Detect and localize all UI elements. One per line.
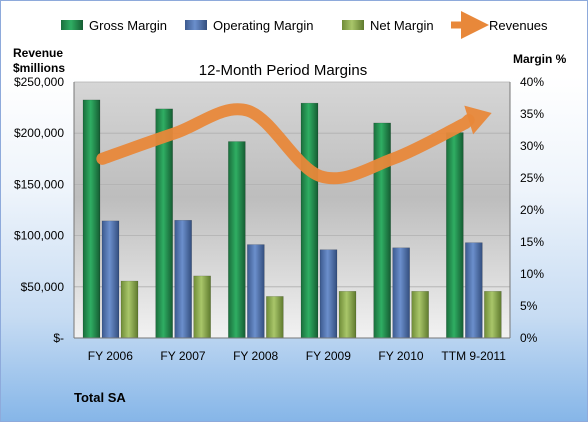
net-margin-bar	[484, 291, 502, 339]
net-margin-bar	[266, 296, 284, 339]
x-tick-label: FY 2008	[233, 349, 278, 363]
operating-margin-bar	[174, 219, 192, 339]
y-left-tick-label: $150,000	[14, 177, 64, 191]
gross-margin-bar	[300, 102, 319, 339]
net-margin-bar	[120, 280, 139, 339]
net-margin-bar	[193, 275, 211, 339]
operating-margin-bar	[319, 249, 338, 339]
y-left-tick-label: $50,000	[21, 280, 65, 294]
x-tick-label: FY 2007	[160, 349, 205, 363]
y-left-tick-label: $250,000	[14, 75, 64, 89]
chart-title: 12-Month Period Margins	[199, 62, 367, 79]
x-tick-label: TTM 9-2011	[441, 349, 506, 363]
x-tick-label: FY 2010	[378, 349, 423, 363]
legend-item-revenues: Revenues	[451, 11, 548, 39]
y-right-tick-label: 40%	[520, 75, 544, 89]
y-right-tick-label: 0%	[520, 331, 538, 345]
y-right-tick-label: 5%	[520, 299, 538, 313]
x-tick-label: FY 2009	[306, 349, 351, 363]
y-right-tick-label: 15%	[520, 235, 544, 249]
operating-margin-bar	[247, 244, 265, 339]
operating-margin-bar	[392, 247, 410, 339]
legend-item-gross-margin: Gross Margin	[61, 18, 167, 33]
net-margin-bar	[411, 291, 429, 339]
operating-margin-bar	[101, 220, 120, 339]
y-left-title-line1: Revenue	[13, 46, 63, 60]
footer-label: Total SA	[74, 390, 126, 405]
y-left-tick-label: $-	[53, 331, 64, 345]
legend-label-operating-margin: Operating Margin	[213, 18, 313, 33]
revenues-line	[96, 103, 475, 185]
y-right-tick-label: 35%	[520, 107, 544, 121]
net-margin-bar	[338, 291, 357, 339]
revenues-arrowhead	[464, 105, 492, 135]
legend-swatch-net-margin	[342, 20, 364, 30]
y-left-tick-label: $200,000	[14, 126, 64, 140]
legend-swatch-gross-margin	[61, 20, 83, 30]
legend-item-net-margin: Net Margin	[342, 18, 434, 33]
y-right-tick-label: 25%	[520, 171, 544, 185]
x-tick-label: FY 2006	[88, 349, 133, 363]
y-right-tick-label: 20%	[520, 203, 544, 217]
gross-margin-bar	[446, 132, 464, 339]
legend-label-revenues: Revenues	[489, 18, 548, 33]
legend-item-operating-margin: Operating Margin	[185, 18, 313, 33]
x-tick-labels: FY 2006 FY 2007 FY 2008 FY 2009 FY 2010 TTM 9…	[88, 349, 506, 363]
y-left-title-line2: $millions	[13, 61, 65, 75]
y-right-tick-label: 10%	[520, 267, 544, 281]
legend-swatch-operating-margin	[185, 20, 207, 30]
y-left-tick-labels: $- $50,000 $100,000 $150,000 $200,000 $250,00…	[14, 75, 64, 345]
legend-label-gross-margin: Gross Margin	[89, 18, 167, 33]
gridlines	[74, 81, 510, 288]
operating-margin-bar	[465, 242, 483, 339]
y-right-title: Margin %	[513, 52, 567, 66]
legend-label-net-margin: Net Margin	[370, 18, 434, 33]
gross-margin-bar	[82, 99, 101, 339]
plot-area	[74, 82, 510, 338]
gross-margin-bar	[228, 141, 246, 339]
y-right-tick-labels: 0% 5% 10% 15% 20% 25% 30% 35% 40%	[520, 75, 544, 345]
y-left-tick-label: $100,000	[14, 229, 64, 243]
legend: Gross Margin Operating Margin Net Margin…	[61, 11, 548, 39]
y-right-tick-label: 30%	[520, 139, 544, 153]
